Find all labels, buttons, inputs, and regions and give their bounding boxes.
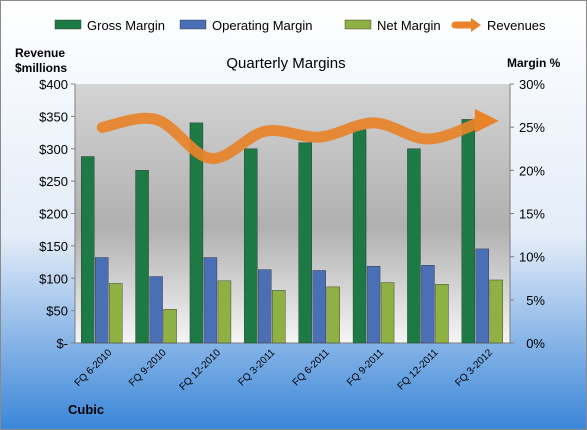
right-tick-label: 0% bbox=[526, 336, 545, 351]
revenue-point bbox=[101, 126, 104, 129]
left-tick-label: $350 bbox=[39, 109, 68, 124]
bar-operating-margin bbox=[258, 269, 272, 344]
revenue-point bbox=[155, 118, 158, 121]
revenue-point bbox=[318, 136, 321, 139]
bar-operating-margin bbox=[366, 265, 381, 344]
bar-gross-margin bbox=[135, 170, 149, 344]
right-tick-label: 15% bbox=[519, 207, 545, 222]
left-tick-label: $- bbox=[56, 336, 68, 351]
right-tick-label: 25% bbox=[519, 120, 545, 135]
left-tick-label: $250 bbox=[39, 174, 68, 189]
revenue-point bbox=[373, 121, 376, 124]
bar-operating-margin bbox=[312, 270, 326, 344]
footer-label: Cubic bbox=[68, 402, 104, 417]
right-tick-label: 10% bbox=[519, 250, 545, 265]
bars bbox=[80, 119, 504, 344]
legend-label: Gross Margin bbox=[87, 18, 165, 33]
legend-label: Net Margin bbox=[377, 18, 441, 33]
revenue-point bbox=[209, 157, 212, 160]
legend-swatch bbox=[344, 19, 372, 30]
bar-gross-margin bbox=[189, 122, 204, 344]
bar-net-margin bbox=[435, 284, 449, 344]
bar-operating-margin bbox=[421, 265, 435, 344]
legend-swatch bbox=[179, 19, 207, 30]
bar-operating-margin bbox=[149, 276, 163, 344]
bar-gross-margin bbox=[461, 119, 476, 344]
chart-title: Quarterly Margins bbox=[226, 55, 345, 72]
revenue-line-path bbox=[96, 112, 489, 164]
left-tick-label: $150 bbox=[39, 239, 68, 254]
left-tick-label: $400 bbox=[39, 77, 68, 92]
revenue-point bbox=[481, 119, 484, 122]
bar-operating-margin bbox=[475, 248, 490, 344]
right-tick-label: 20% bbox=[519, 163, 545, 178]
bar-net-margin bbox=[108, 283, 123, 344]
legend-label: Revenues bbox=[487, 18, 546, 33]
left-tick-label: $100 bbox=[39, 271, 68, 286]
revenue-line bbox=[96, 108, 499, 164]
bar-net-margin bbox=[163, 309, 177, 344]
revenue-line-arrowhead bbox=[474, 108, 499, 133]
revenue-point bbox=[264, 130, 267, 133]
right-tick-label: 30% bbox=[519, 77, 545, 92]
left-tick-label: $50 bbox=[46, 304, 68, 319]
revenue-point bbox=[427, 138, 430, 141]
bar-gross-margin bbox=[244, 148, 258, 344]
right-axis-label: Margin % bbox=[507, 56, 561, 70]
bar-operating-margin bbox=[94, 257, 109, 344]
legend: Gross Margin Operating Margin Net Margin Re… bbox=[54, 18, 546, 33]
bar-operating-margin bbox=[203, 257, 218, 344]
left-tick-label: $200 bbox=[39, 207, 68, 222]
left-axis-label-line1: Revenue bbox=[15, 46, 65, 60]
legend-swatch bbox=[54, 19, 82, 30]
right-tick-label: 5% bbox=[526, 293, 545, 308]
bar-gross-margin bbox=[80, 156, 95, 344]
left-axis-label-line2: $millions bbox=[15, 61, 67, 75]
bar-gross-margin bbox=[298, 142, 312, 344]
left-tick-label: $300 bbox=[39, 142, 68, 157]
bar-gross-margin bbox=[407, 148, 421, 344]
legend-swatch-arrow bbox=[471, 18, 481, 32]
bar-net-margin bbox=[217, 280, 232, 344]
bar-net-margin bbox=[380, 282, 395, 344]
bar-gross-margin bbox=[352, 129, 367, 344]
legend-label: Operating Margin bbox=[212, 18, 312, 33]
bar-net-margin bbox=[272, 290, 286, 344]
bar-net-margin bbox=[489, 279, 504, 344]
bar-net-margin bbox=[326, 286, 340, 344]
